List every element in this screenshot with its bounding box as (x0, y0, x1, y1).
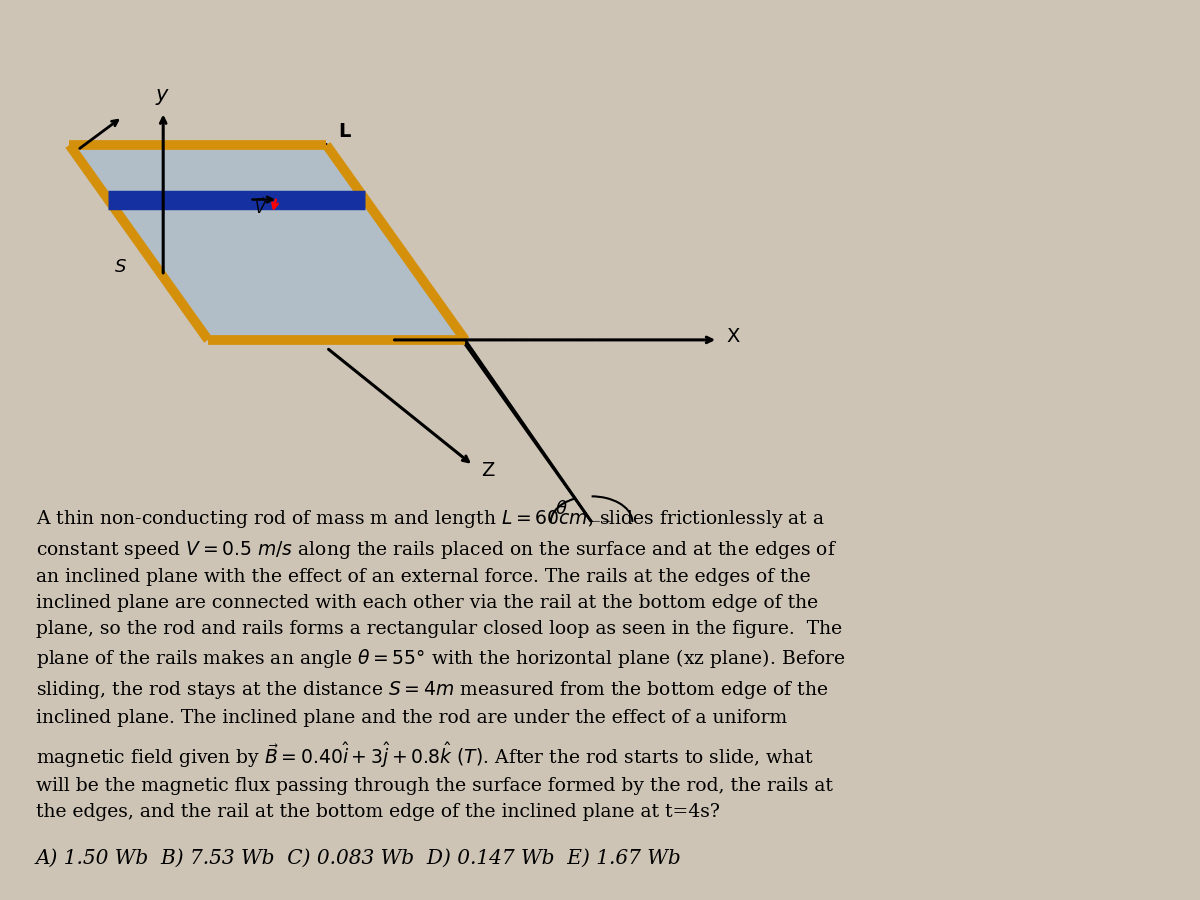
Polygon shape (326, 145, 592, 522)
Text: X: X (726, 328, 739, 346)
Text: Z: Z (481, 461, 494, 480)
Polygon shape (70, 145, 466, 340)
Text: $\vec{V}$: $\vec{V}$ (253, 196, 266, 217)
Text: S: S (115, 257, 126, 275)
Text: L: L (338, 122, 352, 141)
Text: $\theta$: $\theta$ (554, 500, 568, 518)
Text: A thin non-conducting rod of mass m and length $L = 60cm$, slides frictionlessly: A thin non-conducting rod of mass m and … (36, 508, 845, 821)
Text: A) 1.50 Wb  B) 7.53 Wb  C) 0.083 Wb  D) 0.147 Wb  E) 1.67 Wb: A) 1.50 Wb B) 7.53 Wb C) 0.083 Wb D) 0.1… (36, 849, 682, 868)
Text: y: y (155, 86, 168, 105)
